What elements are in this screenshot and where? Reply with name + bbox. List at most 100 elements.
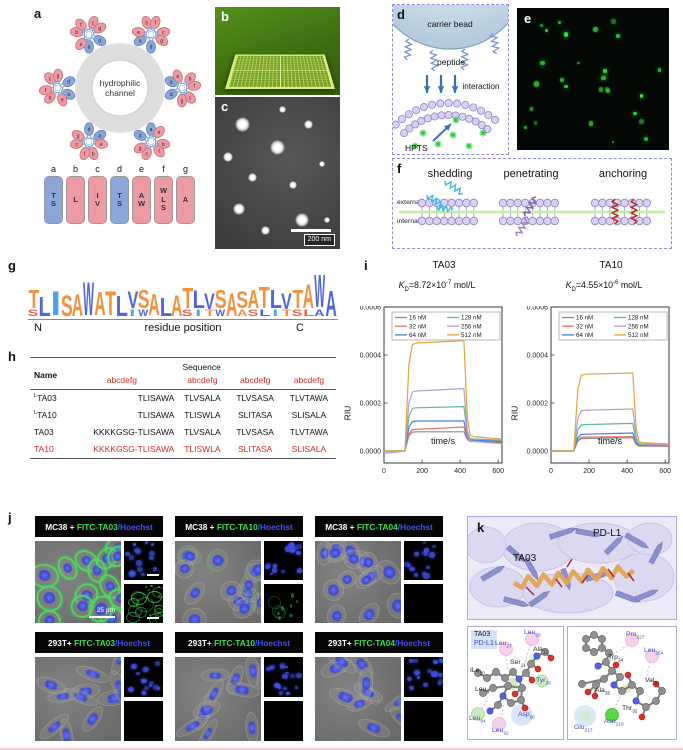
arrow-head: [437, 86, 445, 93]
cell-body: [355, 715, 392, 741]
atom-c: [494, 701, 502, 709]
logo-letter: A: [170, 289, 183, 323]
nucleus: [179, 562, 192, 575]
image-header: MC38 + FITC-TA03/Hoechst: [35, 516, 163, 537]
logo-letter: A: [302, 277, 315, 316]
petal-letter: b: [92, 151, 95, 157]
lipid-head: [417, 198, 427, 208]
table-row: TA10 KKKKGSG-TLISAWA TLISWLA SLITASA SLISALA: [30, 441, 336, 459]
lipid-head: [462, 216, 471, 226]
logo-position: A: [149, 260, 160, 320]
nucleus: [326, 582, 341, 598]
logo-letter: T: [105, 285, 116, 324]
lipid-head: [447, 216, 456, 226]
cell-body: [200, 668, 230, 682]
spr-sensorgram: 0.0000 0.0002 0.0004 0.0006 0 200 400 600 time/s…: [527, 306, 672, 475]
nucleus-dot: [149, 555, 155, 561]
nucleus: [248, 661, 258, 680]
fluorescent-spot: [577, 61, 580, 65]
image-scale-label: 25 μm: [96, 607, 115, 614]
beta-strand: [503, 596, 530, 607]
lipid-head: [620, 198, 629, 208]
peptide-name: TA10: [34, 444, 54, 454]
residue-number: 92: [503, 731, 509, 737]
fluorescent-spot: [639, 94, 644, 98]
residue-stick: [581, 574, 589, 584]
y-tick-label: 0.0006: [360, 306, 382, 311]
nucleus: [351, 698, 367, 710]
lipid-head: [535, 198, 545, 208]
residue-label-Tyr28: Tyr28: [536, 677, 551, 687]
interaction-halo: [471, 707, 485, 721]
fitc-channel: [404, 701, 443, 741]
logo-sub-letter: L: [258, 308, 271, 319]
nucleus: [362, 674, 371, 692]
chart-title: TA10: [599, 260, 623, 271]
fitc-channel: [264, 584, 303, 623]
lipid-head: [462, 198, 471, 208]
petal-letter: d: [139, 133, 142, 139]
fluorescent-spot: [533, 121, 537, 125]
beta-strand: [624, 532, 650, 549]
kd-sub: D: [404, 286, 409, 293]
image-header: MC38 + FITC-TA04/Hoechst: [315, 516, 443, 537]
petal-letter: a: [98, 133, 101, 139]
atom-n: [632, 697, 640, 705]
logo-letter: A: [93, 286, 106, 324]
petal-letter: a: [170, 80, 173, 86]
ta03-helix: [512, 564, 635, 590]
fluorescent-spot: [657, 68, 662, 72]
nucleus-dot: [438, 658, 443, 663]
green-dot: [154, 605, 157, 608]
nucleus-dot: [409, 686, 414, 690]
chip-residue: S: [160, 203, 166, 213]
green-dot: [144, 586, 147, 589]
logo-letter: V: [204, 288, 215, 314]
nucleus-dot: [285, 546, 292, 552]
interaction-line: [645, 661, 651, 680]
logo-position: T: [105, 260, 116, 324]
heptad-letter: f: [162, 164, 165, 174]
lipid-head: [491, 115, 500, 124]
petal-letter: f: [80, 23, 82, 29]
header-cell: MC38 +: [185, 521, 217, 532]
green-dot: [290, 593, 295, 598]
nucleus: [361, 606, 377, 623]
lipid-head: [605, 198, 614, 208]
nucleus: [236, 600, 253, 616]
arrow-head: [451, 86, 459, 93]
lipid-head: [432, 216, 441, 226]
fluorescent-spot: [540, 60, 545, 66]
nucleus: [40, 588, 59, 607]
petal-letter: g: [57, 73, 60, 79]
petal-letter: a: [88, 45, 91, 51]
assay-scheme-drawing: carrier bead peptide interaction HPTS: [393, 5, 508, 153]
atom-o: [534, 665, 542, 673]
nucleus-dot: [129, 571, 136, 577]
x-tick-label: 600: [659, 468, 671, 475]
interaction-halo: [605, 708, 619, 722]
merged-micrograph: [315, 657, 401, 741]
wheel-core: [147, 31, 155, 38]
heptad-sequence: TLISWLA: [184, 410, 221, 420]
panel-h-label: h: [8, 349, 16, 364]
heptad-sequence: KKKKGSG-TLISAWA: [93, 444, 175, 454]
green-dot: [150, 584, 153, 587]
nucleus-dot: [281, 569, 286, 574]
logo-sub-letter: I: [272, 308, 279, 319]
series-512nM: [384, 340, 503, 452]
merged-micrograph: [35, 657, 121, 741]
arrow-head: [444, 124, 451, 131]
series-256nM: [551, 408, 670, 452]
nucleus-dot: [285, 671, 289, 675]
cell-body: [384, 590, 401, 622]
y-tick-label: 0.0004: [360, 352, 382, 359]
legend-label: 64 nM: [576, 332, 593, 339]
green-dot: [289, 603, 292, 608]
fluorescent-spot: [529, 107, 534, 112]
logo-position: A: [93, 260, 106, 324]
nucleus-dot: [409, 567, 415, 572]
lipid-head: [437, 111, 446, 120]
petal-letter: e: [137, 30, 140, 36]
